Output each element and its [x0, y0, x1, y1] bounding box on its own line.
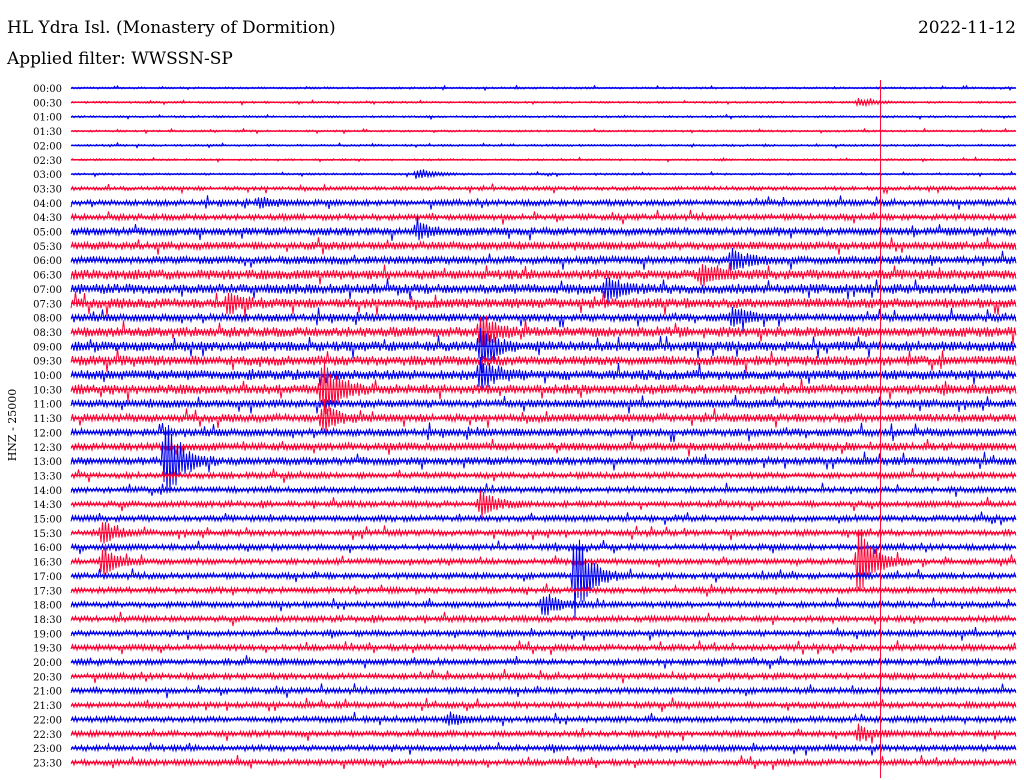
time-label: 09:00 — [33, 342, 62, 353]
time-label: 03:30 — [33, 184, 62, 195]
trace-line — [70, 424, 1017, 494]
trace-line — [70, 742, 1017, 756]
time-label: 14:00 — [33, 486, 62, 497]
time-label-group: 00:00 00:30 01:00 01:30 02:00 02:30 03:00 03:30… — [33, 84, 62, 769]
trace-line — [70, 640, 1017, 656]
trace-line — [70, 490, 1017, 519]
trace-line — [70, 306, 1017, 332]
trace-line — [70, 215, 1017, 241]
time-label: 22:30 — [33, 730, 62, 741]
trace-line — [70, 183, 1017, 196]
time-label: 06:30 — [33, 271, 62, 282]
record-date: 2022-11-12 — [917, 18, 1016, 38]
time-label: 03:00 — [33, 170, 62, 181]
trace-line — [70, 348, 1017, 373]
time-label: 00:30 — [33, 98, 62, 109]
trace-line — [70, 357, 1017, 391]
time-label: 06:00 — [33, 256, 62, 267]
time-label: 16:00 — [33, 543, 62, 554]
time-label: 11:30 — [33, 414, 62, 425]
filter-label: Applied filter: WWSSN-SP — [7, 49, 233, 69]
time-label: 12:00 — [33, 428, 62, 439]
trace-line — [70, 422, 1017, 443]
trace-line — [70, 697, 1017, 713]
trace-line — [70, 395, 1017, 414]
time-label: 11:00 — [33, 400, 62, 411]
trace-line — [70, 683, 1017, 699]
trace-line — [70, 522, 1017, 544]
time-label: 13:30 — [33, 471, 62, 482]
trace-line — [70, 511, 1017, 526]
time-label: 15:00 — [33, 515, 62, 526]
time-label: 23:30 — [33, 758, 62, 769]
time-label: 10:30 — [33, 385, 62, 396]
time-label: 14:30 — [33, 500, 62, 511]
trace-line — [70, 291, 1017, 318]
trace-line — [70, 237, 1017, 255]
trace-line — [70, 277, 1017, 303]
trace-line — [70, 361, 1017, 415]
trace-line — [70, 669, 1017, 684]
trace-line — [70, 583, 1017, 597]
time-label: 19:30 — [33, 644, 62, 655]
time-label: 17:30 — [33, 586, 62, 597]
time-label: 07:30 — [33, 299, 62, 310]
trace-line — [70, 399, 1017, 433]
time-label: 23:00 — [33, 744, 62, 755]
time-label: 10:00 — [33, 371, 62, 382]
trace-line — [70, 611, 1017, 627]
trace-line — [70, 209, 1017, 225]
time-label: 04:00 — [33, 199, 62, 210]
time-label: 18:30 — [33, 615, 62, 626]
trace-line — [70, 655, 1017, 670]
trace-line — [70, 755, 1017, 770]
trace-line — [70, 262, 1017, 287]
time-label: 12:30 — [33, 443, 62, 454]
trace-line — [70, 531, 1017, 592]
time-label: 05:00 — [33, 228, 62, 239]
time-label: 01:00 — [33, 113, 62, 124]
time-label: 19:00 — [33, 629, 62, 640]
time-label: 02:30 — [33, 156, 62, 167]
station-title: HL Ydra Isl. (Monastery of Dormition) — [7, 18, 336, 38]
time-label: 08:30 — [33, 328, 62, 339]
time-label: 00:00 — [33, 84, 62, 95]
time-label: 02:00 — [33, 141, 62, 152]
time-label: 21:00 — [33, 687, 62, 698]
time-label: 07:00 — [33, 285, 62, 296]
time-label: 05:30 — [33, 242, 62, 253]
time-label: 16:30 — [33, 558, 62, 569]
time-label: 18:00 — [33, 601, 62, 612]
trace-line — [70, 327, 1017, 374]
trace-group — [70, 84, 1017, 770]
time-label: 20:30 — [33, 672, 62, 683]
time-label: 13:00 — [33, 457, 62, 468]
time-label: 09:30 — [33, 357, 62, 368]
trace-line — [70, 539, 1017, 619]
time-label: 22:00 — [33, 715, 62, 726]
time-label: 01:30 — [33, 127, 62, 138]
time-label: 04:30 — [33, 213, 62, 224]
trace-line — [70, 482, 1017, 497]
trace-line — [70, 723, 1017, 744]
trace-line — [70, 711, 1017, 727]
y-axis-label: HNZ - 25000 — [6, 389, 19, 462]
time-label: 20:00 — [33, 658, 62, 669]
trace-line — [70, 468, 1017, 483]
trace-line — [70, 439, 1017, 457]
time-label: 17:00 — [33, 572, 62, 583]
time-label: 08:00 — [33, 314, 62, 325]
trace-line — [70, 315, 1017, 347]
time-label: 21:30 — [33, 701, 62, 712]
trace-line — [70, 195, 1017, 210]
trace-line — [70, 247, 1017, 271]
trace-line — [70, 627, 1017, 641]
time-label: 15:30 — [33, 529, 62, 540]
trace-line — [70, 593, 1017, 616]
